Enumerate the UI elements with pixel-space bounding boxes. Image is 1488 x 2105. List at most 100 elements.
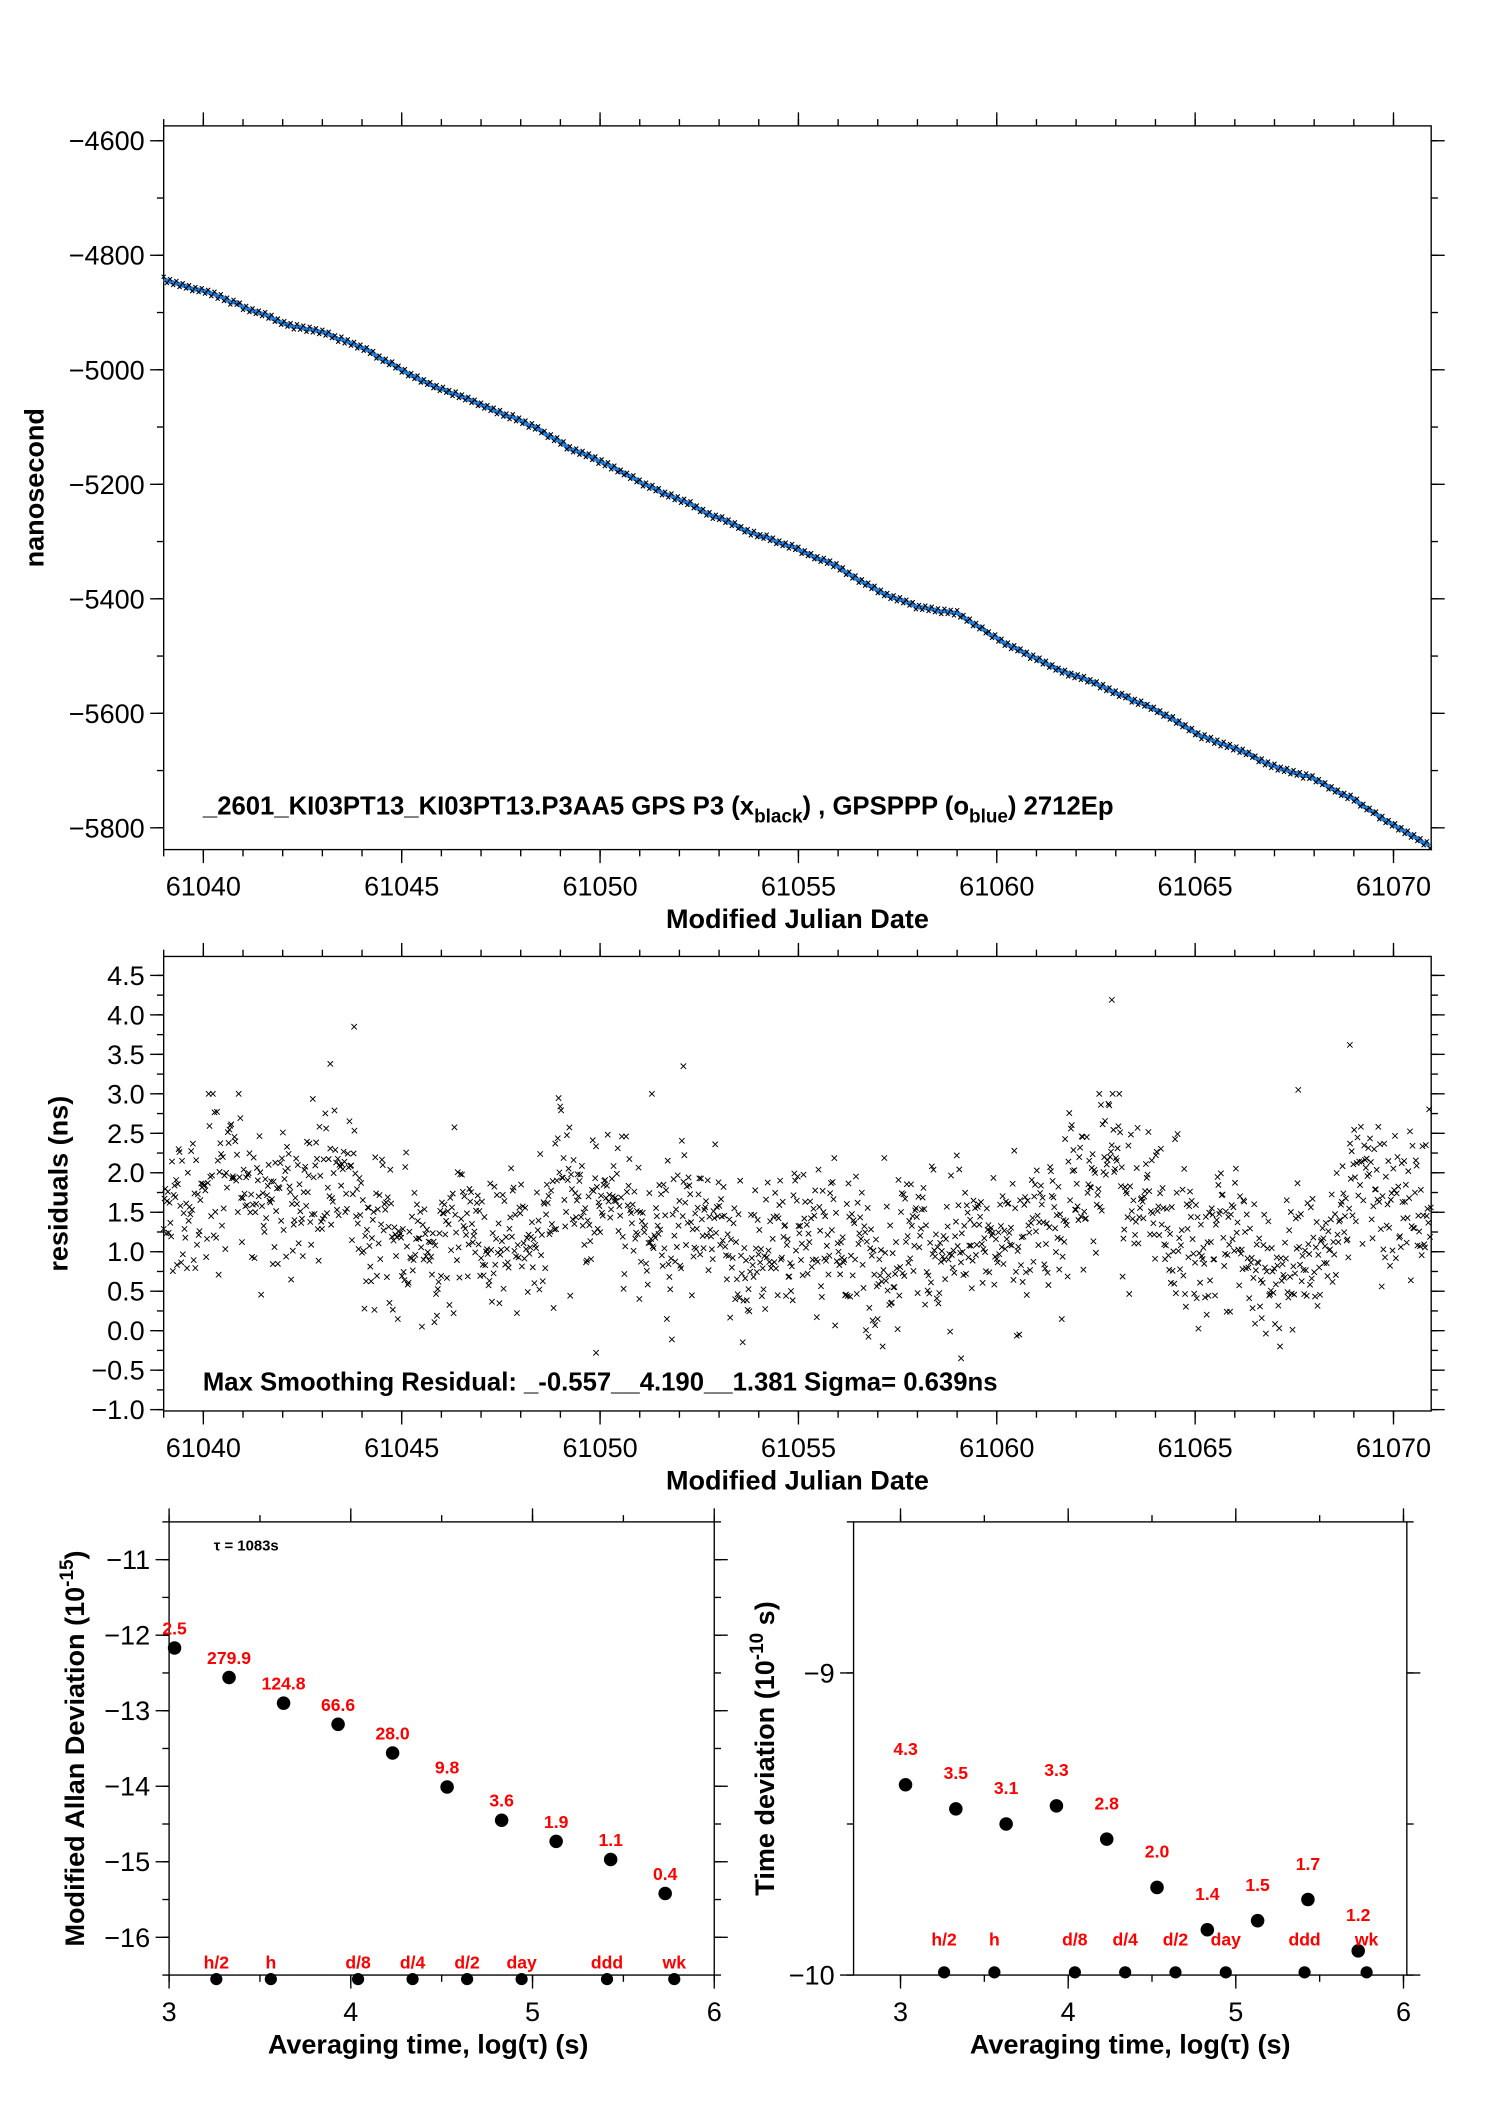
residual-point — [687, 1191, 694, 1198]
residual-point — [1380, 1246, 1387, 1253]
residual-point — [165, 1229, 172, 1236]
x-axis-title: Averaging time, log(τ) (s) — [970, 2030, 1291, 2060]
x-tick-label: 61050 — [562, 872, 637, 902]
residual-point — [398, 1273, 405, 1280]
residual-point — [255, 1193, 262, 1200]
data-point-x — [1145, 701, 1150, 707]
residual-point — [520, 1240, 527, 1247]
residual-point — [1291, 1291, 1298, 1298]
residual-point — [368, 1235, 375, 1242]
residual-point — [401, 1277, 408, 1284]
data-point-x — [630, 473, 636, 478]
residual-point — [468, 1220, 475, 1227]
residual-point — [1258, 1315, 1265, 1322]
residual-point — [1386, 1224, 1393, 1231]
residual-point — [1232, 1179, 1239, 1186]
data-point-x — [465, 394, 471, 400]
residual-point — [1226, 1241, 1233, 1248]
residual-point — [413, 1201, 420, 1208]
residual-point — [1296, 1261, 1304, 1268]
residual-point — [724, 1231, 731, 1238]
residual-point — [604, 1131, 611, 1138]
residual-point — [712, 1229, 720, 1236]
residual-point — [893, 1265, 900, 1272]
residual-point — [507, 1214, 514, 1221]
residual-point — [423, 1226, 430, 1233]
residual-point — [323, 1125, 330, 1132]
residual-point — [190, 1257, 197, 1264]
residual-point — [178, 1157, 186, 1164]
residual-point — [1052, 1225, 1059, 1232]
residual-point — [315, 1257, 322, 1264]
data-point-x — [808, 550, 814, 556]
residual-point — [526, 1250, 533, 1257]
residual-point — [870, 1247, 877, 1254]
residual-point — [256, 1133, 263, 1140]
residual-point — [278, 1155, 286, 1162]
residual-point — [763, 1254, 770, 1261]
residual-point — [329, 1198, 336, 1205]
data-point-x — [227, 302, 233, 307]
residual-point — [650, 1245, 657, 1252]
data-point-x — [529, 420, 535, 426]
residual-point — [861, 1223, 868, 1230]
data-point-x — [561, 438, 566, 444]
data-point-x — [611, 463, 617, 469]
deviation-point — [276, 1696, 291, 1710]
data-point-x — [383, 356, 389, 362]
x-tick-label: 61065 — [1158, 872, 1233, 902]
data-point-x — [738, 523, 744, 529]
residual-point — [1055, 1183, 1062, 1190]
residual-point — [1365, 1144, 1372, 1152]
data-point-x — [1259, 756, 1265, 761]
residual-point — [1336, 1216, 1344, 1223]
residual-point — [752, 1187, 759, 1194]
residual-point — [570, 1156, 577, 1164]
residual-point — [196, 1228, 203, 1235]
residual-point — [815, 1166, 822, 1173]
residual-point — [891, 1284, 898, 1291]
residual-point — [862, 1327, 870, 1334]
residual-point — [1159, 1184, 1166, 1192]
residual-point — [1209, 1211, 1216, 1218]
residual-point — [832, 1322, 839, 1329]
residual-point — [590, 1188, 597, 1195]
residual-point — [499, 1191, 506, 1198]
residual-point — [463, 1231, 470, 1239]
residual-point — [602, 1176, 609, 1184]
residual-point — [943, 1203, 950, 1210]
residual-point — [966, 1242, 973, 1249]
residual-point — [258, 1291, 265, 1298]
interval-marker-dot — [406, 1973, 419, 1986]
residual-point — [251, 1255, 258, 1262]
residual-point — [555, 1095, 562, 1102]
residual-point — [1177, 1242, 1184, 1249]
residual-point — [1269, 1268, 1276, 1275]
residual-point — [760, 1286, 767, 1293]
residual-point — [755, 1251, 762, 1258]
residual-point — [1233, 1229, 1240, 1236]
data-point-x — [802, 548, 808, 553]
residual-point — [168, 1233, 175, 1240]
plot-frame — [163, 125, 1432, 851]
residual-point — [563, 1132, 570, 1139]
residual-point — [318, 1225, 326, 1232]
residual-point — [1283, 1197, 1290, 1204]
residual-point — [1372, 1186, 1379, 1193]
residual-point — [806, 1239, 813, 1246]
residual-point — [804, 1270, 811, 1277]
residual-point — [360, 1247, 367, 1254]
deviation-point — [222, 1670, 236, 1685]
residual-point — [376, 1192, 383, 1199]
residual-point — [748, 1255, 755, 1262]
residual-point — [1426, 1233, 1434, 1240]
residual-point — [1327, 1216, 1334, 1223]
residual-point — [1140, 1215, 1147, 1222]
residual-point — [428, 1271, 435, 1278]
residual-point — [426, 1257, 433, 1264]
data-point-x — [323, 333, 328, 338]
residual-point — [552, 1140, 559, 1147]
data-point-x — [199, 285, 205, 291]
residual-point — [1022, 1269, 1029, 1276]
residual-point — [389, 1306, 396, 1313]
